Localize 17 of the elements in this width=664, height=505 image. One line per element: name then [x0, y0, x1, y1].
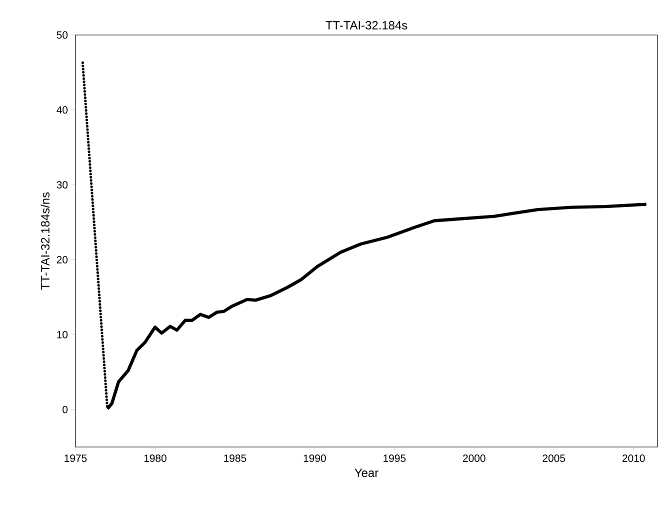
x-tick-label: 1995 — [384, 454, 406, 462]
x-tick-label: 2010 — [622, 454, 645, 462]
x-tick-label: 1990 — [304, 454, 326, 462]
y-tick-label: 10 — [57, 330, 68, 338]
y-tick-label: 40 — [56, 106, 68, 114]
chart-title: TT-TAI-32.184s — [326, 21, 408, 30]
x-tick-label: 1975 — [64, 454, 87, 462]
y-tick-label: 50 — [56, 31, 68, 39]
x-tick-label: 1980 — [144, 454, 166, 462]
x-tick-label: 2005 — [542, 454, 566, 462]
y-tick-label: 30 — [56, 181, 68, 189]
y-tick-label: 0 — [62, 406, 68, 414]
x-axis-title: Year — [354, 468, 378, 478]
y-axis-title: TT-TAI-32.184s/ns — [40, 192, 50, 290]
y-tick-label: 20 — [56, 256, 68, 264]
x-tick-label: 1985 — [224, 454, 246, 462]
x-tick-label: 2000 — [463, 454, 486, 462]
